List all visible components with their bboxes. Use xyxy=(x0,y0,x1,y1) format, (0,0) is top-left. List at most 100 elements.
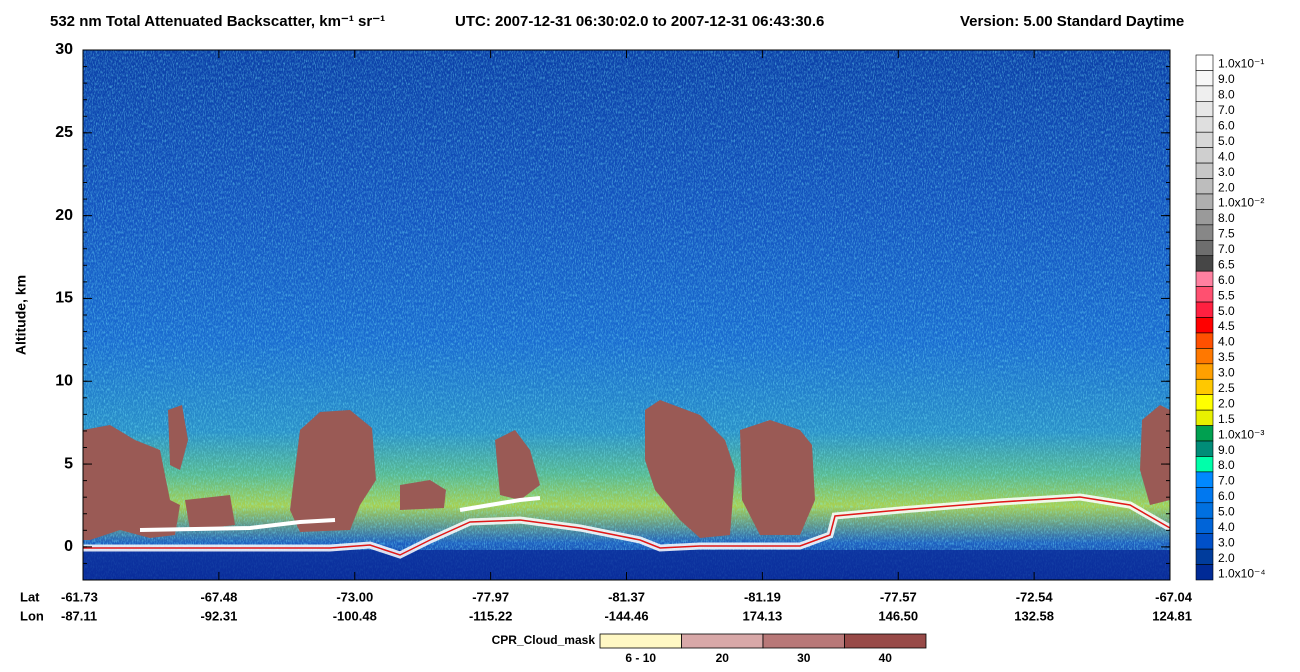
mask-label: 30 xyxy=(797,651,811,665)
colorbar-label: 8.0 xyxy=(1218,458,1235,472)
colorbar-box xyxy=(1195,533,1214,550)
colorbar-label: 5.0 xyxy=(1218,505,1235,519)
y-tick-label: 15 xyxy=(55,290,73,307)
colorbar-label: 2.0 xyxy=(1218,180,1235,194)
cloud xyxy=(645,400,735,538)
cloud xyxy=(400,480,446,510)
colorbar-box xyxy=(1195,101,1214,118)
colorbar-label: 7.0 xyxy=(1218,103,1235,117)
cloud xyxy=(1140,405,1170,505)
colorbar-label: 6.0 xyxy=(1218,273,1235,287)
backscatter-noise xyxy=(83,50,1170,580)
colorbar-box xyxy=(1195,363,1214,380)
lon-label: 132.58 xyxy=(1014,608,1054,623)
mask-box xyxy=(762,633,845,649)
cloud xyxy=(83,425,180,540)
colorbar-label: 3.5 xyxy=(1218,350,1235,364)
y-tick-label: 20 xyxy=(55,207,73,224)
colorbar-box xyxy=(1195,517,1214,534)
y-tick-label: 5 xyxy=(64,455,73,472)
colorbar-box xyxy=(1195,301,1214,318)
colorbar-box xyxy=(1195,85,1214,102)
y-tick-label: 30 xyxy=(55,41,73,58)
mask-label: 20 xyxy=(716,651,730,665)
surface-elevation xyxy=(83,496,1171,556)
colorbar-box xyxy=(1195,332,1214,349)
lon-label: 146.50 xyxy=(878,608,918,623)
colorbar-box xyxy=(1195,193,1214,210)
colorbar-box xyxy=(1195,131,1214,148)
lat-label: -73.00 xyxy=(336,589,373,604)
lon-label: -144.46 xyxy=(604,608,648,623)
lat-label: -77.97 xyxy=(472,589,509,604)
colorbar-label: 1.0x10⁻³ xyxy=(1218,427,1264,441)
mask-box xyxy=(844,633,927,649)
title-utc: UTC: 2007-12-31 06:30:02.0 to 2007-12-31… xyxy=(455,13,824,30)
lon-label: 124.81 xyxy=(1152,608,1192,623)
mask-label: 40 xyxy=(879,651,893,665)
colorbar-label: 1.5 xyxy=(1218,412,1235,426)
colorbar-label: 1.0x10⁻² xyxy=(1218,196,1264,210)
colorbar-box xyxy=(1195,116,1214,133)
colorbar-box xyxy=(1195,548,1214,565)
x-row-label: Lat xyxy=(20,589,40,604)
colorbar-box xyxy=(1195,178,1214,195)
lat-label: -81.37 xyxy=(608,589,645,604)
lat-label: -67.48 xyxy=(200,589,237,604)
mask-box xyxy=(599,633,682,649)
mask-box xyxy=(681,633,764,649)
colorbar-label: 5.5 xyxy=(1218,288,1235,302)
colorbar-label: 4.5 xyxy=(1218,319,1235,333)
colorbar-label: 5.0 xyxy=(1218,304,1235,318)
cloud xyxy=(168,405,188,470)
cloud xyxy=(185,495,235,530)
colorbar-box xyxy=(1195,348,1214,365)
lat-label: -72.54 xyxy=(1016,589,1054,604)
title: 532 nm Total Attenuated Backscatter, km⁻… xyxy=(50,13,1184,30)
title-main: 532 nm Total Attenuated Backscatter, km⁻… xyxy=(50,13,385,30)
colorbar-box xyxy=(1195,394,1214,411)
plot-area xyxy=(82,49,1172,581)
colorbar-box xyxy=(1195,54,1214,71)
colorbar-box xyxy=(1195,147,1214,164)
colorbar-box xyxy=(1195,286,1214,303)
lat-label: -61.73 xyxy=(61,589,98,604)
colorbar-box xyxy=(1195,487,1214,504)
colorbar-box xyxy=(1195,502,1214,519)
y-tick-label: 10 xyxy=(55,372,73,389)
colorbar-label: 4.0 xyxy=(1218,520,1235,534)
colorbar-label: 4.0 xyxy=(1218,149,1235,163)
colorbar-label: 8.0 xyxy=(1218,211,1235,225)
colorbar-box xyxy=(1195,224,1214,241)
colorbar-box xyxy=(1195,425,1214,442)
colorbar-box xyxy=(1195,270,1214,287)
colorbar-label: 3.0 xyxy=(1218,535,1235,549)
colorbar-label: 9.0 xyxy=(1218,72,1235,86)
colorbar-label: 2.0 xyxy=(1218,396,1235,410)
colorbar-box xyxy=(1195,409,1214,426)
colorbar-label: 2.5 xyxy=(1218,381,1235,395)
colorbar-label: 4.0 xyxy=(1218,335,1235,349)
lat-label: -67.04 xyxy=(1155,589,1193,604)
title-version: Version: 5.00 Standard Daytime xyxy=(960,13,1184,30)
colorbar-label: 3.0 xyxy=(1218,165,1235,179)
colorbar-box xyxy=(1195,162,1214,179)
colorbar-label: 7.5 xyxy=(1218,227,1235,241)
colorbar-box xyxy=(1195,239,1214,257)
colorbar-box xyxy=(1195,317,1214,334)
mask-title: CPR_Cloud_mask xyxy=(492,633,596,647)
x-row-label: Lon xyxy=(20,608,44,623)
lon-label: -115.22 xyxy=(469,608,512,623)
colorbar-label: 1.0x10⁻¹ xyxy=(1218,57,1264,71)
colorbar-label: 6.0 xyxy=(1218,489,1235,503)
lat-label: -81.19 xyxy=(744,589,781,604)
cloud xyxy=(495,430,540,500)
colorbar-label: 7.0 xyxy=(1218,242,1235,256)
mask-label: 6 - 10 xyxy=(625,651,656,665)
lat-label: -77.57 xyxy=(880,589,917,604)
lon-label: -92.31 xyxy=(200,608,237,623)
y-tick-label: 0 xyxy=(64,538,73,555)
colorbar-box xyxy=(1195,456,1214,473)
colorbar-box xyxy=(1195,440,1214,457)
